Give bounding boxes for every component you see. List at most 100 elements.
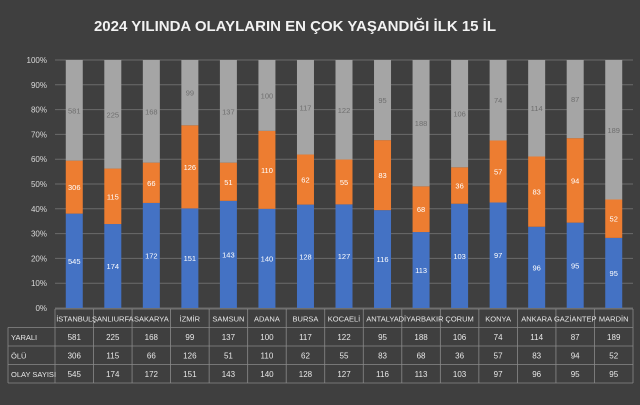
table-cell: 96 xyxy=(532,370,541,379)
table-cell: 97 xyxy=(494,370,503,379)
data-label: 116 xyxy=(377,255,389,264)
data-label: 97 xyxy=(494,251,502,260)
table-cell: 106 xyxy=(453,333,467,342)
data-label: 100 xyxy=(261,91,274,100)
data-label: 52 xyxy=(610,215,618,224)
bar-segment xyxy=(489,202,507,308)
data-label: 95 xyxy=(378,96,386,105)
bar-segment xyxy=(296,204,314,308)
table-cell: 140 xyxy=(260,370,274,379)
table-cell: 189 xyxy=(607,333,621,342)
bar-segment xyxy=(489,60,507,141)
x-tick-label: ŞANLIURFA xyxy=(92,314,134,323)
bar-segment xyxy=(335,204,353,308)
table-cell: 306 xyxy=(68,351,82,360)
bar-segment xyxy=(374,60,392,141)
data-label: 94 xyxy=(571,176,579,185)
table-cell: 116 xyxy=(376,370,389,379)
bar-segment xyxy=(181,125,199,209)
x-tick-label: BURSA xyxy=(293,314,319,323)
table-row-label: ÖLÜ xyxy=(11,351,26,360)
data-label: 113 xyxy=(415,266,427,275)
table-cell: 51 xyxy=(224,351,233,360)
data-label: 114 xyxy=(531,104,543,113)
bar-segment xyxy=(258,130,276,209)
bar-segment xyxy=(258,60,276,131)
table-row-label: YARALI xyxy=(11,333,37,342)
x-tick-label: MARDİN xyxy=(599,314,629,323)
bar-segment xyxy=(528,156,546,227)
x-tick-label: ADANA xyxy=(254,314,280,323)
table-cell: 94 xyxy=(571,351,580,360)
table-cell: 62 xyxy=(301,351,310,360)
data-label: 51 xyxy=(224,178,232,187)
data-label: 545 xyxy=(68,257,81,266)
bar-segment xyxy=(104,168,122,225)
data-label: 225 xyxy=(107,110,120,119)
bar-segment xyxy=(142,60,160,163)
data-label: 306 xyxy=(68,183,81,192)
data-label: 74 xyxy=(494,96,502,105)
table-cell: 55 xyxy=(340,351,349,360)
x-tick-label: İZMİR xyxy=(180,314,201,323)
bar-segment xyxy=(489,140,507,203)
table-cell: 151 xyxy=(183,370,197,379)
bar-segment xyxy=(566,60,584,139)
data-label: 143 xyxy=(222,250,235,259)
y-tick-label: 80% xyxy=(31,106,47,115)
table-cell: 83 xyxy=(378,351,387,360)
data-label: 140 xyxy=(261,254,274,263)
table-cell: 174 xyxy=(106,370,120,379)
table-cell: 68 xyxy=(417,351,426,360)
chart-title: 2024 YILINDA OLAYLARIN EN ÇOK YAŞANDIĞI … xyxy=(94,17,496,35)
bar-segment xyxy=(219,162,237,201)
bar-segment xyxy=(412,186,430,233)
y-tick-label: 40% xyxy=(31,205,47,214)
table-cell: 57 xyxy=(494,351,503,360)
bar-segment xyxy=(104,60,122,169)
bar-segment xyxy=(451,203,469,308)
x-tick-label: KOCAELİ xyxy=(328,314,361,323)
y-tick-label: 30% xyxy=(31,230,47,239)
data-label: 83 xyxy=(378,171,386,180)
table-cell: 66 xyxy=(147,351,156,360)
x-tick-label: ANTALYA xyxy=(366,314,399,323)
data-label: 66 xyxy=(147,179,155,188)
bar-segment xyxy=(566,222,584,308)
bar-segment xyxy=(65,213,83,308)
table-cell: 113 xyxy=(415,370,428,379)
table-cell: 95 xyxy=(571,370,580,379)
bar-segment xyxy=(258,208,276,308)
table-cell: 122 xyxy=(337,333,351,342)
data-label: 99 xyxy=(186,89,194,98)
table-cell: 126 xyxy=(183,351,197,360)
table-cell: 172 xyxy=(145,370,159,379)
data-label: 87 xyxy=(571,95,579,104)
data-table: İSTANBUL ŞANLIURFA SAKARYA İZMİR SAMSUN ADANA… xyxy=(7,308,634,384)
table-cell: 52 xyxy=(609,351,618,360)
table-cell: 225 xyxy=(106,333,120,342)
table-cell: 188 xyxy=(414,333,428,342)
y-axis-ticks: 0% 10% 20% 30% 40% 50% 60% 70% 80% 90% 100% xyxy=(27,56,47,313)
table-cell: 87 xyxy=(571,333,580,342)
data-label: 95 xyxy=(571,261,579,270)
y-tick-label: 50% xyxy=(31,180,47,189)
x-tick-label: İSTANBUL xyxy=(56,314,92,323)
data-label: 189 xyxy=(607,126,620,135)
table-cell: 74 xyxy=(494,333,503,342)
table-cell: 110 xyxy=(261,351,274,360)
data-label: 174 xyxy=(107,262,120,271)
bar-segment xyxy=(605,237,623,308)
bar-segment xyxy=(181,208,199,308)
bar-segment xyxy=(181,60,199,126)
y-tick-label: 70% xyxy=(31,130,47,139)
data-label: 110 xyxy=(261,166,273,175)
bar-segment xyxy=(142,162,160,203)
table-cell: 115 xyxy=(106,351,119,360)
bar-segment xyxy=(566,138,584,223)
data-label: 55 xyxy=(340,178,348,187)
bar-segment xyxy=(335,159,353,205)
x-tick-label: ÇORUM xyxy=(445,314,473,323)
table-cell: 95 xyxy=(609,370,618,379)
